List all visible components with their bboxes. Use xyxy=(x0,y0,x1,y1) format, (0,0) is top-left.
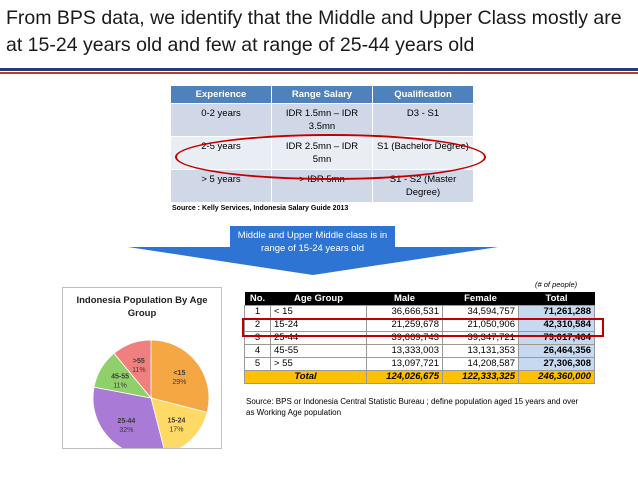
pop-cell: 13,097,721 xyxy=(366,357,443,371)
pop-cell: 36,666,531 xyxy=(366,305,443,319)
salary-cell: D3 - S1 xyxy=(372,103,474,137)
salary-cell: 0-2 years xyxy=(170,103,272,137)
title-divider-accent xyxy=(0,72,638,74)
pie-label: >55 xyxy=(133,358,145,365)
highlight-oval xyxy=(175,134,486,180)
pie-label: 45-55 xyxy=(111,374,129,381)
pop-cell: 27,306,308 xyxy=(518,357,595,371)
population-table: No. Age Group Male Female Total 1 < 15 3… xyxy=(244,292,595,384)
salary-header-qualification: Qualification xyxy=(372,85,474,104)
pie-value-label: 17% xyxy=(169,426,183,433)
pop-total-label: Total xyxy=(244,370,367,384)
pie-value-label: 29% xyxy=(172,379,186,386)
pie-slice-15 xyxy=(150,339,210,413)
salary-header-experience: Experience xyxy=(170,85,272,104)
pop-cell: 71,261,288 xyxy=(518,305,595,319)
pop-header-male: Male xyxy=(366,292,443,306)
pop-header-total: Total xyxy=(518,292,595,306)
pop-header-age: Age Group xyxy=(270,292,367,306)
down-arrow-shape xyxy=(128,247,498,275)
pie-label: <15 xyxy=(173,370,185,377)
highlight-row-box xyxy=(242,318,604,337)
slide-title: From BPS data, we identify that the Midd… xyxy=(6,7,622,56)
pop-cell: 26,464,356 xyxy=(518,344,595,358)
pie-label: 15-24 xyxy=(167,417,185,424)
salary-header-range: Range Salary xyxy=(271,85,373,104)
pop-header-no: No. xyxy=(244,292,271,306)
population-source: Source: BPS or Indonesia Central Statist… xyxy=(246,397,579,417)
pop-cell: 45-55 xyxy=(270,344,367,358)
pop-header-female: Female xyxy=(442,292,519,306)
pop-total-male: 124,026,675 xyxy=(366,370,443,384)
salary-cell: IDR 1.5mn – IDR 3.5mn xyxy=(271,103,373,137)
pie-chart-title: Indonesia Population By Age Group xyxy=(76,295,208,319)
pie-slice-1524 xyxy=(150,397,208,448)
pop-cell: 13,333,003 xyxy=(366,344,443,358)
callout-box: Middle and Upper Middle class is in rang… xyxy=(230,226,395,259)
pie-value-label: 32% xyxy=(119,427,133,434)
pop-cell: 14,208,587 xyxy=(442,357,519,371)
pop-cell: 4 xyxy=(244,344,271,358)
pop-cell: 13,131,353 xyxy=(442,344,519,358)
pie-value-label: 11% xyxy=(113,383,127,390)
pop-cell: 34,594,757 xyxy=(442,305,519,319)
pop-total-female: 122,333,325 xyxy=(442,370,519,384)
pop-cell: 79,017,464 xyxy=(518,331,595,345)
pop-cell: 5 xyxy=(244,357,271,371)
title-divider xyxy=(0,68,638,71)
pop-cell: > 55 xyxy=(270,357,367,371)
pop-cell: < 15 xyxy=(270,305,367,319)
pie-label: 25-44 xyxy=(117,418,135,425)
salary-source: Source : Kelly Services, Indonesia Salar… xyxy=(172,205,349,212)
pop-total-total: 246,360,000 xyxy=(518,370,595,384)
pie-value-label: 11% xyxy=(132,367,146,374)
unit-note: (# of people) xyxy=(535,280,578,289)
pop-cell: 1 xyxy=(244,305,271,319)
pie-slice-55 xyxy=(113,339,152,400)
pie-chart-panel: Indonesia Population By Age Group <15 29%… xyxy=(62,287,222,449)
pop-cell: 42,310,584 xyxy=(518,318,595,332)
pie-slice-2544 xyxy=(92,386,165,448)
